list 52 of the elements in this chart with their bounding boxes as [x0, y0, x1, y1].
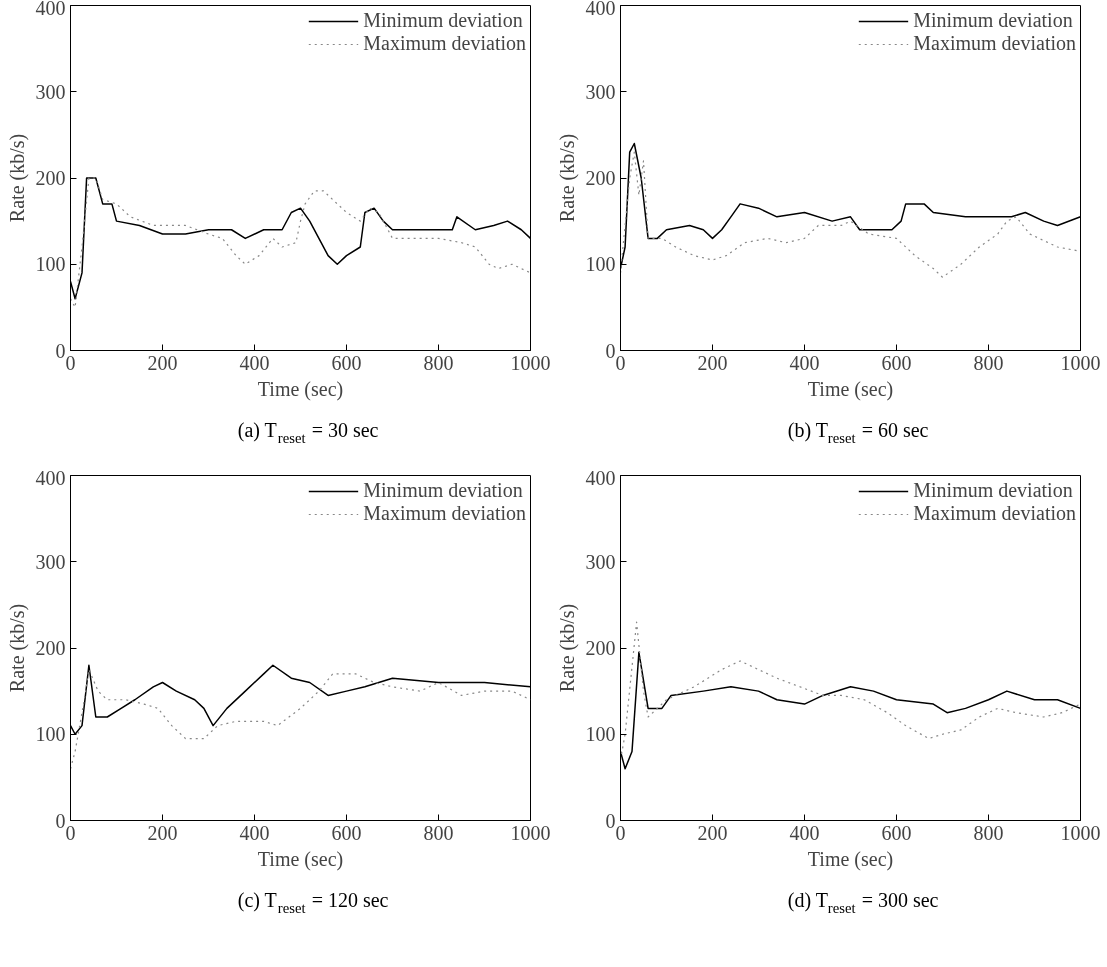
- x-tick-label: 600: [331, 351, 362, 374]
- x-axis-title: Time (sec): [257, 847, 344, 871]
- y-axis-title: Rate (kb/s): [5, 603, 29, 693]
- x-tick-label: 400: [239, 351, 270, 374]
- y-tick-label: 300: [35, 550, 66, 573]
- y-tick-label: 200: [585, 637, 616, 659]
- x-tick-label: 1000: [510, 351, 551, 374]
- y-tick-label: 100: [35, 723, 66, 746]
- x-tick-label: 200: [697, 351, 728, 374]
- x-tick-label: 600: [881, 821, 912, 844]
- x-tick-label: 200: [147, 821, 178, 844]
- y-tick-label: 400: [585, 466, 616, 489]
- legend-label: Maximum deviation: [913, 502, 1076, 525]
- y-tick-label: 100: [35, 253, 66, 276]
- y-axis-title: Rate (kb/s): [555, 603, 579, 693]
- y-axis-title: Rate (kb/s): [5, 133, 29, 223]
- legend-label: Maximum deviation: [363, 502, 526, 525]
- x-tick-label: 800: [423, 351, 454, 374]
- legend-label: Minimum deviation: [363, 479, 523, 502]
- x-tick-label: 800: [423, 821, 454, 844]
- legend-label: Maximum deviation: [363, 32, 526, 55]
- y-axis-title: Rate (kb/s): [555, 133, 579, 223]
- y-tick-label: 200: [35, 637, 66, 659]
- x-tick-label: 1000: [1060, 821, 1101, 844]
- x-tick-label: 600: [881, 351, 912, 374]
- legend-label: Minimum deviation: [913, 9, 1073, 32]
- legend-label: Minimum deviation: [913, 479, 1073, 502]
- x-axis-title: Time (sec): [257, 377, 344, 401]
- x-tick-label: 400: [789, 351, 820, 374]
- x-tick-label: 1000: [510, 821, 551, 844]
- legend-label: Minimum deviation: [363, 9, 523, 32]
- x-tick-label: 800: [973, 351, 1004, 374]
- x-tick-label: 1000: [1060, 351, 1101, 374]
- y-tick-label: 400: [35, 0, 66, 19]
- y-tick-label: 300: [585, 80, 616, 103]
- y-tick-label: 300: [585, 550, 616, 573]
- x-tick-label: 400: [239, 821, 270, 844]
- y-tick-label: 100: [585, 253, 616, 276]
- legend-label: Maximum deviation: [913, 32, 1076, 55]
- x-tick-label: 200: [147, 351, 178, 374]
- x-tick-label: 400: [789, 821, 820, 844]
- y-tick-label: 100: [585, 723, 616, 746]
- y-tick-label: 400: [585, 0, 616, 19]
- x-axis-title: Time (sec): [807, 377, 894, 401]
- y-tick-label: 200: [35, 167, 66, 189]
- x-tick-label: 600: [331, 821, 362, 844]
- y-tick-label: 400: [35, 466, 66, 489]
- x-tick-label: 200: [697, 821, 728, 844]
- x-tick-label: 800: [973, 821, 1004, 844]
- x-axis-title: Time (sec): [807, 847, 894, 871]
- y-tick-label: 200: [585, 167, 616, 189]
- y-tick-label: 300: [35, 80, 66, 103]
